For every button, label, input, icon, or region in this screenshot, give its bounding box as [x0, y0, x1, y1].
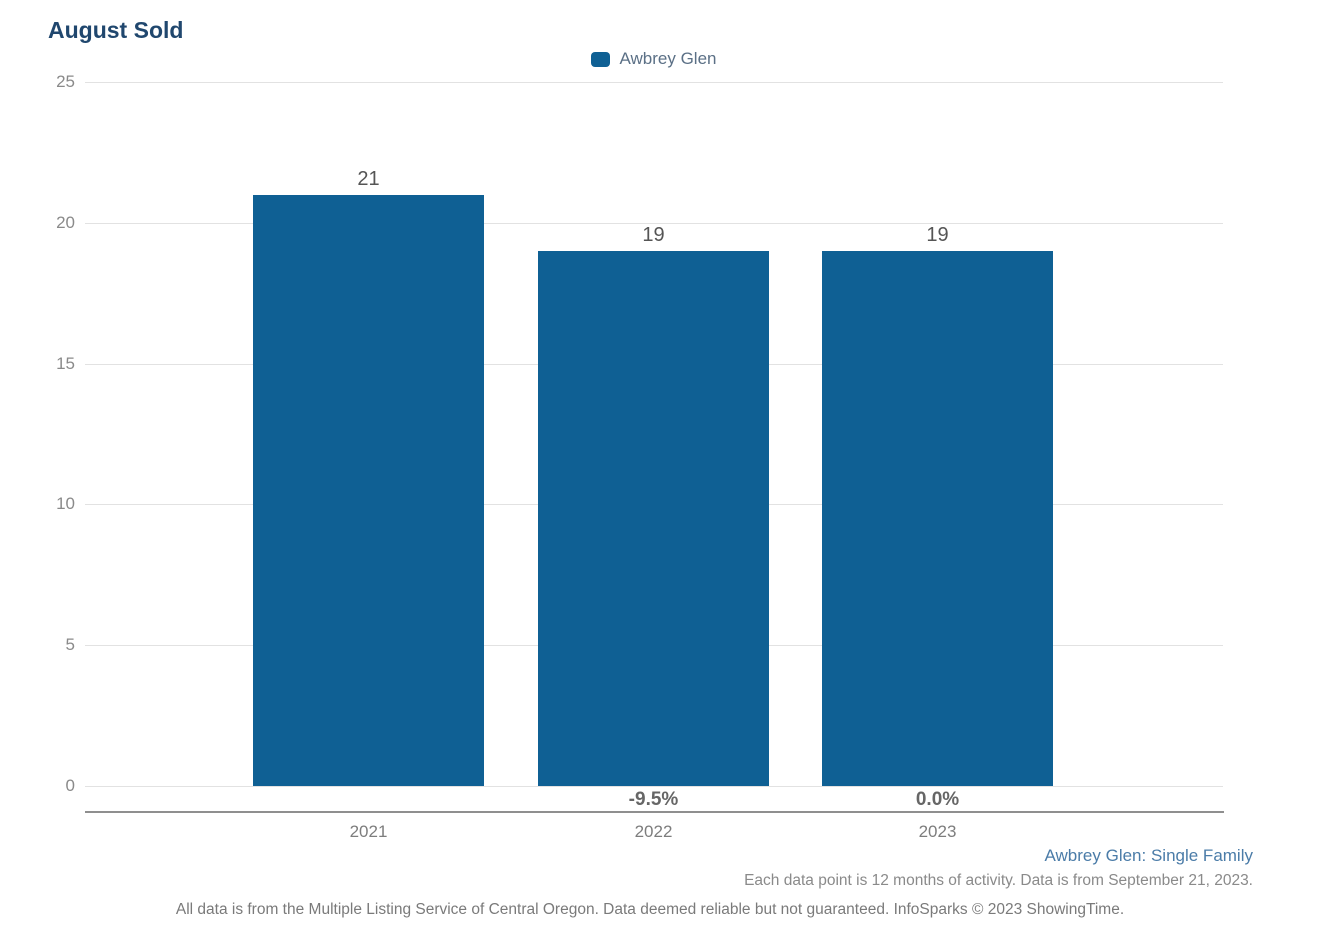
gridline-0 — [85, 786, 1223, 787]
legend-swatch-icon — [591, 51, 611, 67]
y-tick-label: 10 — [56, 494, 75, 514]
x-tick-label: 2022 — [634, 822, 673, 841]
plot-area: 21 19 19 — [85, 82, 1223, 787]
y-tick-label: 25 — [56, 72, 75, 91]
y-tick-label: 15 — [56, 353, 75, 373]
bar-2022[interactable] — [538, 250, 769, 786]
y-tick-label: 5 — [65, 635, 75, 655]
x-tick-label: 2021 — [349, 822, 388, 841]
legend-label: Awbrey Glen — [619, 49, 717, 68]
legend[interactable]: Awbrey Glen — [85, 49, 1223, 69]
data-note: Each data point is 12 months of activity… — [744, 872, 1253, 889]
y-tick-label: 20 — [56, 212, 75, 232]
y-tick-label: 0 — [65, 776, 75, 795]
x-tick-label: 2023 — [918, 822, 957, 841]
bar-value-label: 19 — [926, 223, 949, 246]
pct-change-label: 0.0% — [915, 789, 960, 810]
gridline-20 — [85, 222, 1223, 224]
pct-change-label: -9.5% — [628, 789, 679, 810]
bar-2023[interactable] — [822, 250, 1053, 786]
series-descriptor: Awbrey Glen: Single Family — [1044, 846, 1254, 865]
bar-value-label: 19 — [642, 223, 665, 246]
bar-value-label: 21 — [357, 167, 380, 190]
gridline-25 — [85, 82, 1223, 83]
chart-title: August Sold — [48, 17, 184, 43]
bar-2021[interactable] — [253, 194, 484, 786]
x-axis-line — [85, 811, 1224, 813]
disclaimer: All data is from the Multiple Listing Se… — [175, 901, 1125, 918]
